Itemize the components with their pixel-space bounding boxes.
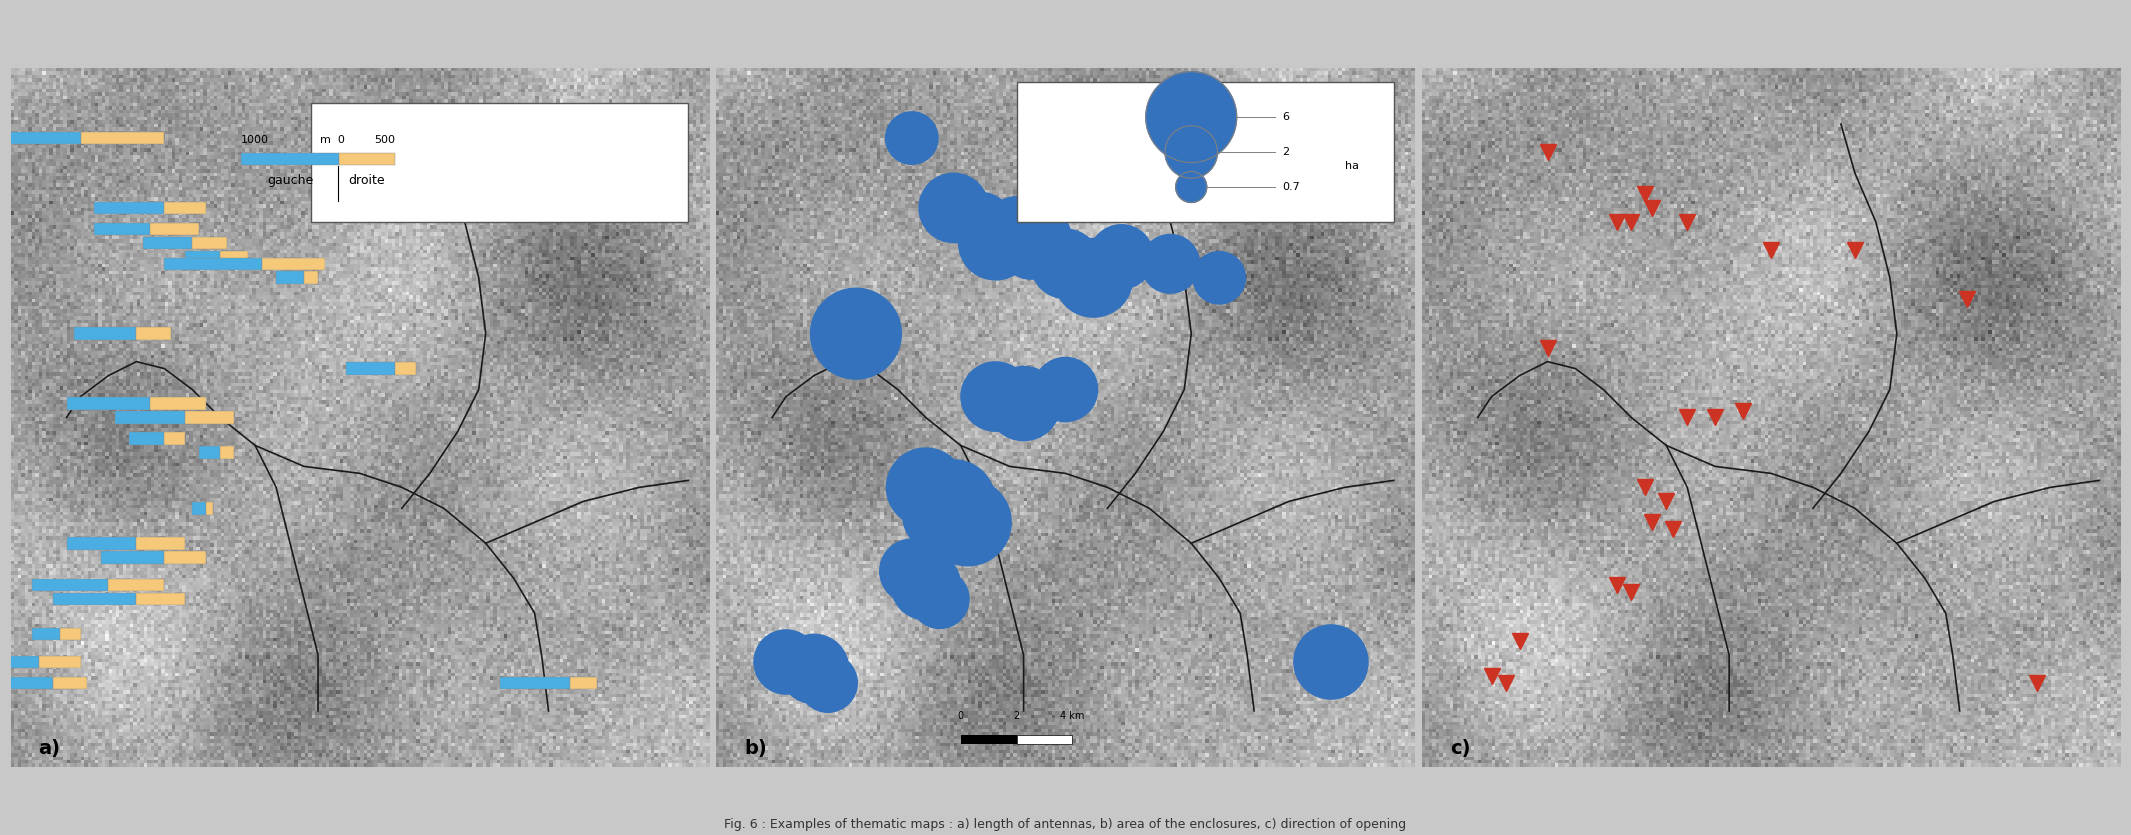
Text: 6: 6 [1283,112,1289,122]
Text: m  0: m 0 [320,134,345,144]
Text: gauche: gauche [266,174,313,187]
Circle shape [910,569,970,629]
Bar [0,655,38,668]
Bar [219,446,234,458]
Bar [207,502,213,514]
Circle shape [1034,357,1097,422]
Bar [961,736,1016,744]
Text: c): c) [1449,739,1470,758]
Circle shape [1166,126,1217,178]
Bar [136,537,185,549]
Bar [32,579,109,591]
Bar [345,362,394,375]
Bar [143,236,192,249]
Bar [151,223,200,235]
Circle shape [925,478,1012,566]
Circle shape [1140,235,1200,293]
Text: 2: 2 [1014,711,1021,721]
Bar [569,676,597,689]
Circle shape [904,478,976,553]
Bar [115,411,185,424]
Circle shape [886,112,938,164]
Circle shape [1193,251,1245,304]
Circle shape [1089,225,1153,289]
Bar [1016,736,1072,744]
Bar [94,201,164,215]
Circle shape [987,367,1061,441]
Text: 0.7: 0.7 [1283,182,1300,192]
Bar [38,655,81,668]
Bar [151,397,207,410]
Bar [130,433,164,445]
Circle shape [1019,210,1070,262]
Bar [75,327,136,340]
Circle shape [912,460,995,543]
Bar [339,153,394,165]
Bar [66,537,136,549]
Text: 4 km: 4 km [1061,711,1085,721]
Bar [164,551,207,564]
Bar [53,676,87,689]
Circle shape [1146,72,1236,163]
Text: 0: 0 [957,711,963,721]
Bar [241,153,339,165]
Bar [262,257,326,270]
Bar [305,271,318,284]
Circle shape [1294,625,1368,699]
Circle shape [799,654,857,712]
Bar [136,593,185,605]
FancyBboxPatch shape [1016,82,1394,222]
Circle shape [985,197,1048,261]
Circle shape [780,635,848,704]
Circle shape [886,448,965,527]
Bar [0,132,81,144]
Bar [200,446,219,458]
Bar [185,411,234,424]
Bar [136,327,170,340]
Circle shape [1055,239,1134,317]
Bar [94,223,151,235]
Circle shape [959,205,1034,280]
Text: 1000: 1000 [241,134,269,144]
Text: a): a) [38,739,60,758]
Circle shape [754,630,818,694]
Circle shape [810,288,901,379]
Bar [60,628,81,640]
Circle shape [1031,229,1100,298]
Bar [164,257,262,270]
FancyBboxPatch shape [311,104,688,222]
Bar [109,579,164,591]
Circle shape [880,539,944,604]
Circle shape [891,550,961,620]
Circle shape [918,173,989,243]
Bar [164,433,185,445]
Bar [164,201,207,215]
Bar [499,676,569,689]
Bar [32,628,60,640]
Text: 500: 500 [373,134,394,144]
Text: 2: 2 [1283,147,1289,157]
Bar [66,397,151,410]
Bar [81,132,164,144]
Circle shape [1176,171,1206,202]
Bar [53,593,136,605]
Circle shape [953,193,1010,251]
Text: b): b) [744,739,767,758]
Bar [394,362,416,375]
Bar [219,250,247,263]
Text: droite: droite [349,174,386,187]
Circle shape [961,362,1029,431]
Text: ha: ha [1345,161,1360,171]
Bar [4,676,53,689]
Bar [192,236,228,249]
Text: Fig. 6 : Examples of thematic maps : a) length of antennas, b) area of the enclo: Fig. 6 : Examples of thematic maps : a) … [725,817,1406,831]
Bar [277,271,305,284]
Circle shape [1002,220,1059,279]
Bar [192,502,207,514]
Bar [102,551,164,564]
Bar [185,250,219,263]
